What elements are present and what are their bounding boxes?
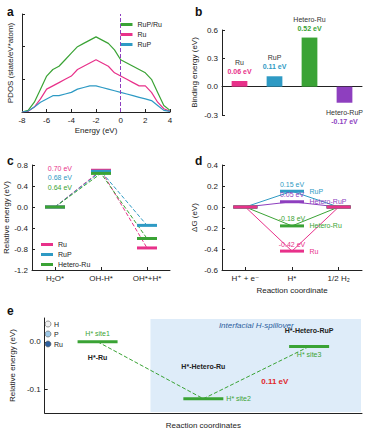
- svg-text:-8: -8: [18, 116, 26, 125]
- svg-text:RuP: RuP: [58, 251, 72, 258]
- svg-text:Relative energy (eV): Relative energy (eV): [8, 329, 17, 402]
- svg-text:Ru: Ru: [137, 31, 146, 38]
- svg-text:-0.8: -0.8: [14, 245, 28, 254]
- svg-text:-0.42 eV: -0.42 eV: [279, 241, 306, 248]
- svg-text:-0.17 eV: -0.17 eV: [331, 118, 358, 125]
- svg-text:0.52 eV: 0.52 eV: [297, 25, 321, 32]
- svg-text:H₂O*: H₂O*: [46, 274, 64, 283]
- svg-text:Ru: Ru: [58, 241, 67, 248]
- svg-text:H* site2: H* site2: [226, 395, 251, 402]
- svg-text:Ru: Ru: [310, 248, 319, 255]
- svg-text:0.11 eV: 0.11 eV: [261, 377, 289, 386]
- svg-text:0.0: 0.0: [207, 82, 219, 91]
- svg-text:Hetero-Ru: Hetero-Ru: [58, 261, 90, 268]
- svg-text:H⁺ + e⁻: H⁺ + e⁻: [231, 274, 259, 283]
- svg-text:Hetero-RuP: Hetero-RuP: [310, 198, 347, 205]
- svg-text:d: d: [195, 154, 202, 168]
- svg-text:-0.6: -0.6: [204, 266, 218, 275]
- svg-text:Relative energy (eV): Relative energy (eV): [2, 181, 11, 254]
- svg-text:0.11 eV: 0.11 eV: [263, 63, 287, 70]
- svg-text:RuP: RuP: [310, 188, 324, 195]
- svg-text:H*-Hetero-Ru: H*-Hetero-Ru: [181, 363, 225, 370]
- svg-text:0.0: 0.0: [207, 203, 219, 212]
- svg-text:H*: H*: [288, 274, 297, 283]
- svg-text:-0.1: -0.1: [27, 385, 41, 394]
- svg-text:Energy (eV): Energy (eV): [75, 126, 118, 135]
- svg-text:H* site1: H* site1: [85, 330, 110, 337]
- svg-text:H* site3: H* site3: [297, 351, 322, 358]
- svg-text:4: 4: [168, 116, 173, 125]
- svg-text:Interfacial H-spillover: Interfacial H-spillover: [219, 321, 294, 330]
- svg-text:Reaction coordinates: Reaction coordinates: [166, 421, 241, 430]
- svg-text:Hetero-Ru: Hetero-Ru: [310, 222, 342, 229]
- svg-text:0.3: 0.3: [207, 54, 219, 63]
- svg-text:Ru: Ru: [235, 59, 244, 66]
- svg-text:-0.4: -0.4: [204, 245, 218, 254]
- svg-text:-0.4: -0.4: [14, 224, 28, 233]
- svg-text:Binding energy (eV): Binding energy (eV): [190, 37, 199, 108]
- svg-text:ΔG (eV): ΔG (eV): [190, 203, 199, 232]
- svg-text:0.68 eV: 0.68 eV: [48, 174, 72, 181]
- svg-text:Hetero-Ru: Hetero-Ru: [293, 16, 325, 23]
- svg-text:H: H: [54, 321, 59, 328]
- svg-text:1/2 H₂: 1/2 H₂: [328, 274, 350, 283]
- svg-text:Reaction coordinate: Reaction coordinate: [256, 286, 328, 295]
- svg-text:0.0: 0.0: [17, 203, 29, 212]
- svg-text:a: a: [7, 5, 14, 19]
- svg-text:0: 0: [118, 116, 123, 125]
- svg-text:-6: -6: [43, 116, 51, 125]
- svg-text:Ru: Ru: [54, 341, 63, 348]
- svg-text:RuP/Ru: RuP/Ru: [137, 21, 162, 28]
- svg-text:-0.3: -0.3: [204, 111, 218, 120]
- svg-text:-0.2: -0.2: [204, 224, 218, 233]
- svg-text:RuP: RuP: [268, 54, 282, 61]
- svg-text:0.6: 0.6: [207, 26, 219, 35]
- svg-text:0.4: 0.4: [17, 182, 29, 191]
- svg-text:-4: -4: [68, 116, 76, 125]
- svg-text:0.05 eV: 0.05 eV: [280, 191, 304, 198]
- svg-text:0.2: 0.2: [207, 182, 219, 191]
- svg-text:0.8: 0.8: [17, 161, 29, 170]
- svg-text:P: P: [54, 331, 59, 338]
- svg-text:Hetero-RuP: Hetero-RuP: [326, 109, 363, 116]
- svg-text:0.70 eV: 0.70 eV: [48, 165, 72, 172]
- svg-text:-2: -2: [92, 116, 100, 125]
- svg-text:RuP: RuP: [137, 41, 151, 48]
- svg-text:H*-Hetero-RuP: H*-Hetero-RuP: [285, 327, 334, 334]
- svg-text:0.15 eV: 0.15 eV: [280, 181, 304, 188]
- svg-text:OH-H*: OH-H*: [89, 274, 113, 283]
- svg-text:OH*+H*: OH*+H*: [133, 274, 162, 283]
- svg-text:-1.2: -1.2: [14, 266, 28, 275]
- svg-text:0.64 eV: 0.64 eV: [48, 184, 72, 191]
- svg-text:-0.18 eV: -0.18 eV: [279, 215, 306, 222]
- svg-text:e: e: [7, 304, 14, 318]
- svg-text:0.0: 0.0: [30, 337, 42, 346]
- svg-text:b: b: [195, 5, 202, 19]
- svg-text:PDOS (state/eV*atom): PDOS (state/eV*atom): [6, 22, 15, 103]
- svg-text:H*-Ru: H*-Ru: [88, 354, 107, 361]
- svg-text:c: c: [7, 154, 14, 168]
- svg-text:0.4: 0.4: [207, 161, 219, 170]
- svg-text:0.06 eV: 0.06 eV: [227, 68, 251, 75]
- svg-text:2: 2: [143, 116, 148, 125]
